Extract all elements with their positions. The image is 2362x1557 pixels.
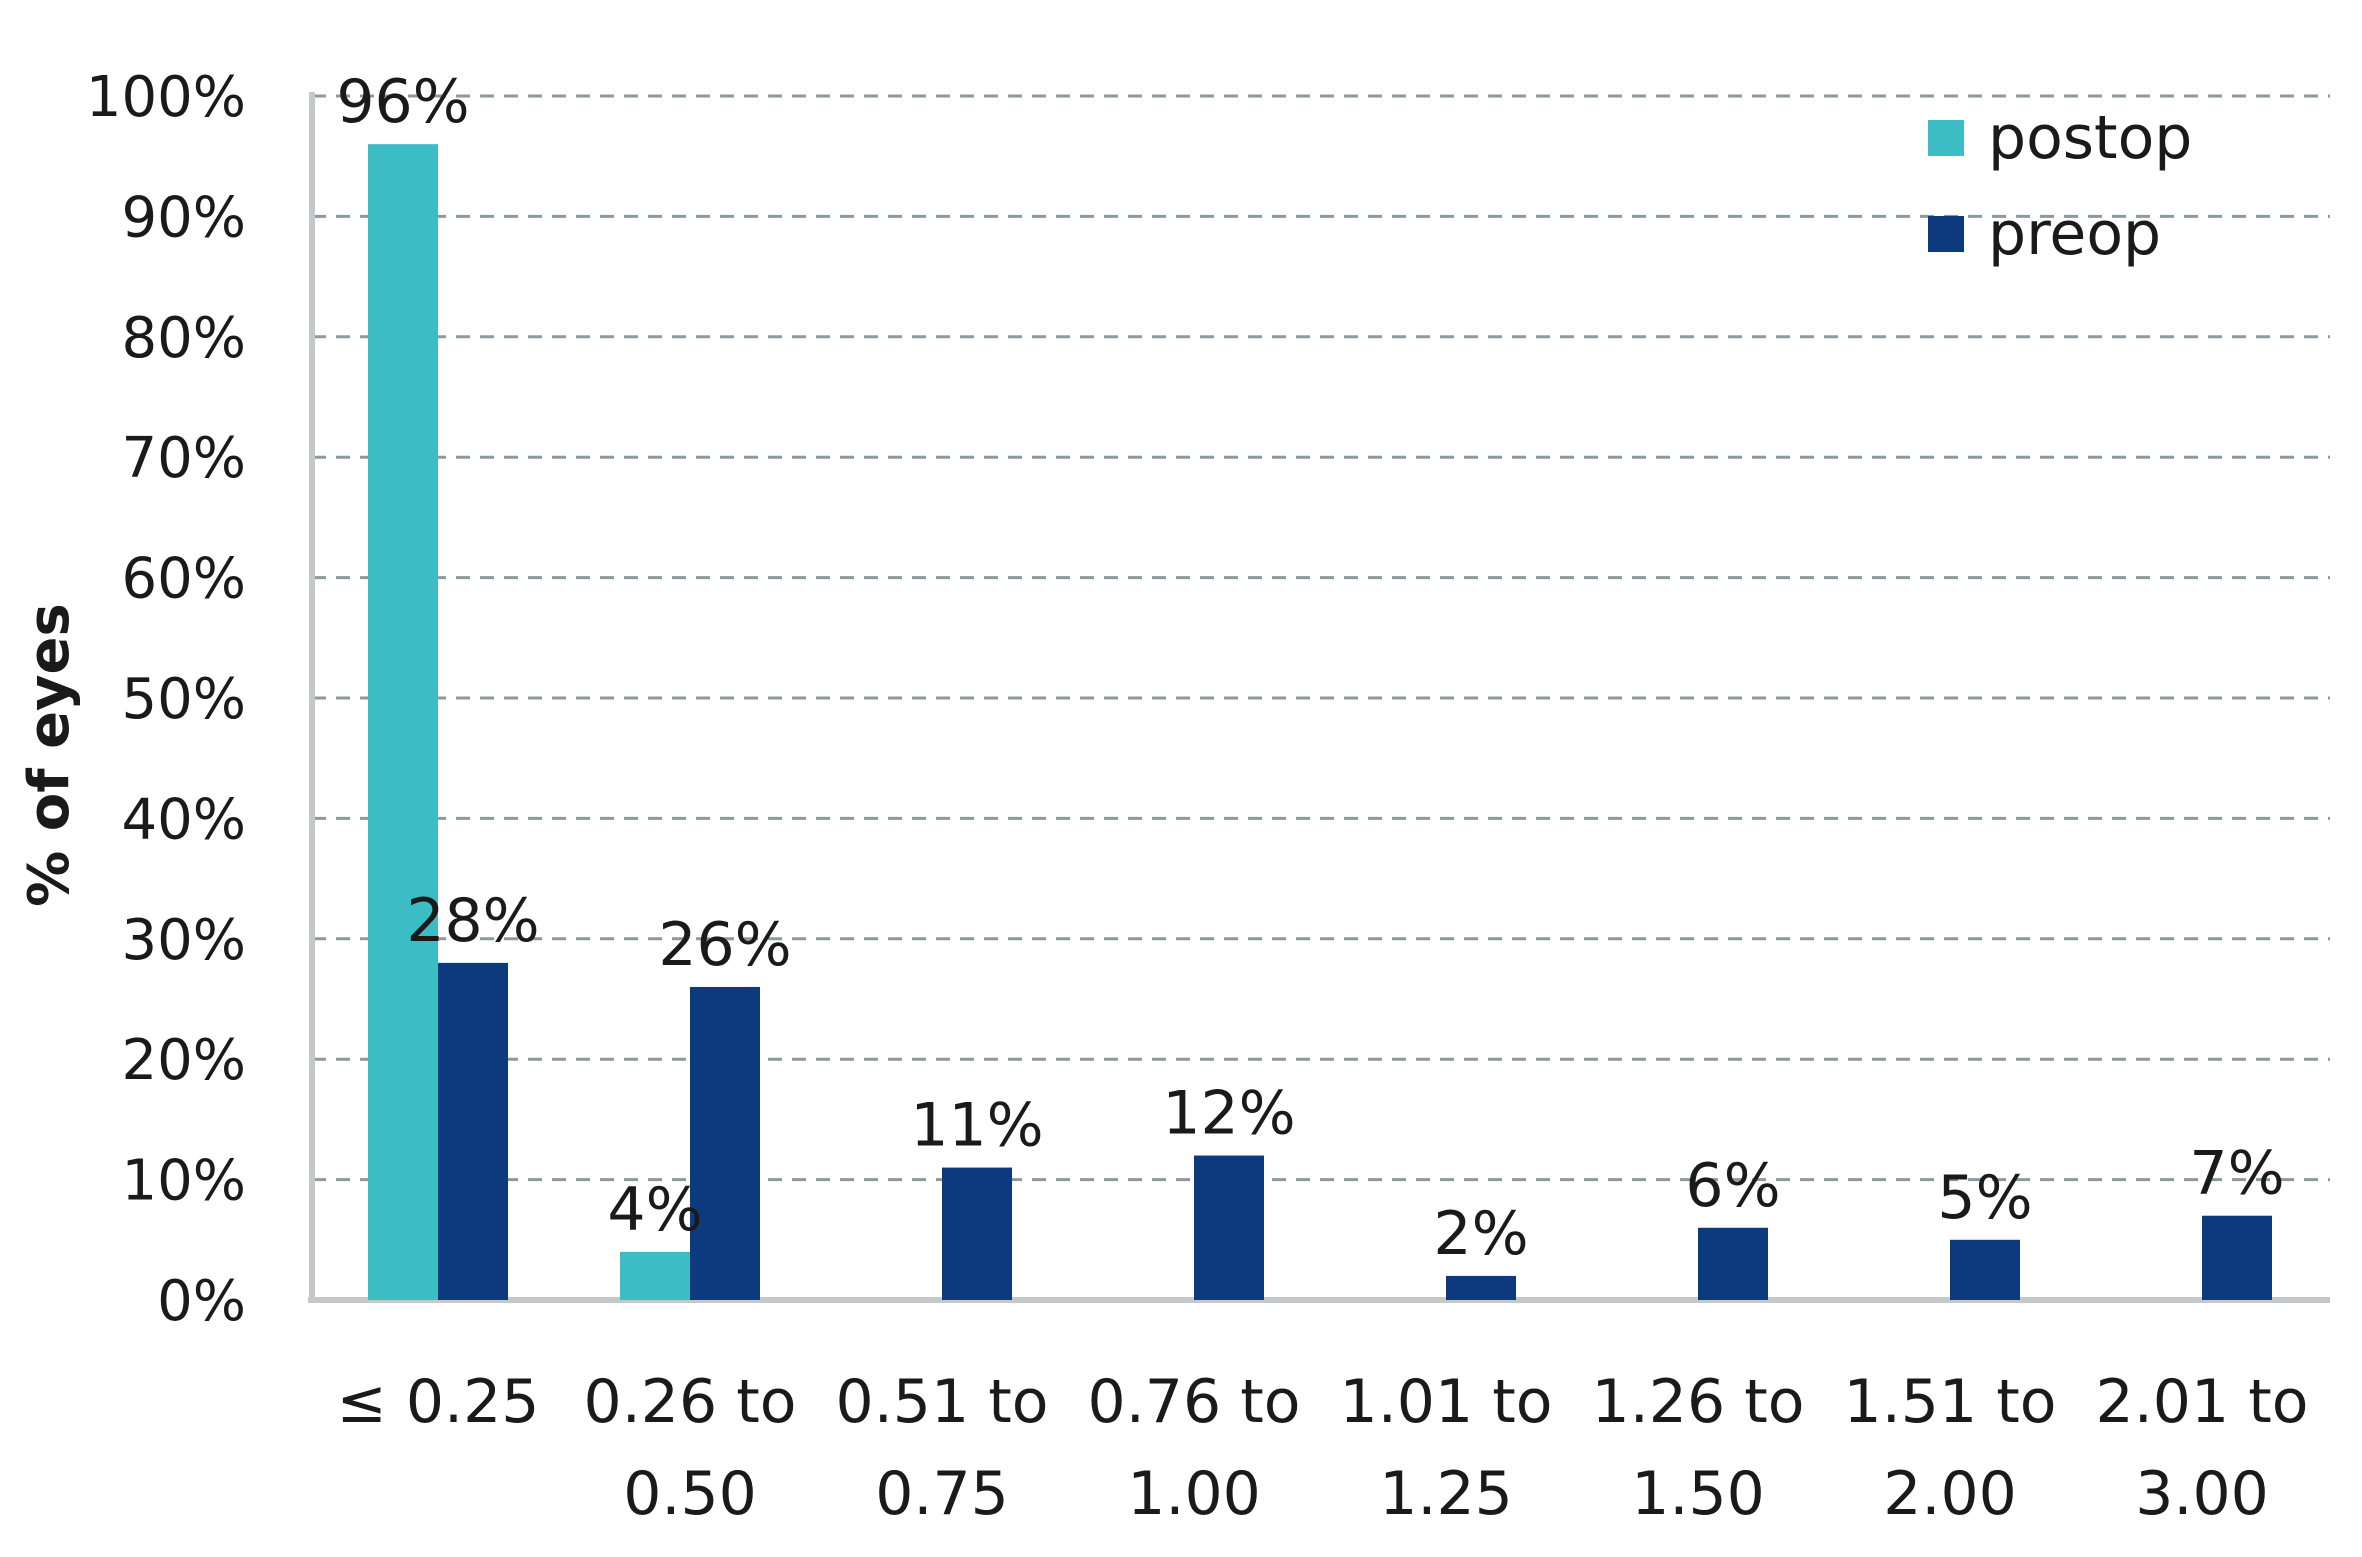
x-tick-label: 1.25 <box>1379 1459 1513 1529</box>
gridlines <box>312 94 2330 1182</box>
bar-preop <box>438 962 508 1300</box>
x-tick-label: 3.00 <box>2135 1459 2269 1529</box>
data-label-preop: 12% <box>1162 1079 1295 1149</box>
bars <box>368 144 2272 1300</box>
legend: postop preop <box>1928 103 2192 269</box>
x-tick-label: 2.01 to <box>2096 1367 2309 1437</box>
y-tick-label: 20% <box>122 1028 246 1093</box>
y-tick-label: 70% <box>122 426 246 491</box>
y-axis-title: % of eyes <box>17 603 82 907</box>
data-label-preop: 11% <box>910 1091 1043 1161</box>
y-tick-label: 60% <box>122 547 246 612</box>
data-label-preop: 2% <box>1433 1199 1528 1269</box>
x-tick-label: 2.00 <box>1883 1459 2017 1529</box>
bar-postop <box>620 1251 690 1300</box>
bar-preop <box>1446 1275 1516 1300</box>
legend-label-preop: preop <box>1988 199 2161 269</box>
data-label-preop: 5% <box>1937 1163 2032 1233</box>
x-tick-label: 1.00 <box>1127 1459 1261 1529</box>
x-tick-label: 1.01 to <box>1340 1367 1553 1437</box>
x-tick-label: 0.75 <box>875 1459 1009 1529</box>
x-tick-label: 1.51 to <box>1844 1367 2057 1437</box>
x-tick-label: 1.50 <box>1631 1459 1765 1529</box>
data-label-preop: 26% <box>658 910 791 980</box>
y-tick-label: 80% <box>122 306 246 371</box>
y-tick-label: 40% <box>122 787 246 852</box>
bar-preop <box>1950 1239 2020 1300</box>
bar-preop <box>690 986 760 1300</box>
data-label-postop: 96% <box>336 67 469 137</box>
y-tick-label: 10% <box>122 1149 246 1214</box>
bar-preop <box>2202 1215 2272 1300</box>
y-tick-label: 0% <box>157 1269 246 1334</box>
data-label-preop: 6% <box>1685 1151 1780 1221</box>
data-label-preop: 28% <box>406 886 539 956</box>
data-label-preop: 7% <box>2189 1139 2284 1209</box>
bar-postop <box>368 144 438 1300</box>
y-tick-label: 50% <box>122 667 246 732</box>
y-tick-label: 90% <box>122 185 246 250</box>
bar-preop <box>942 1167 1012 1300</box>
x-tick-label: 0.50 <box>623 1459 757 1529</box>
legend-label-postop: postop <box>1988 103 2192 173</box>
x-tick-label: 1.26 to <box>1592 1367 1805 1437</box>
data-label-postop: 4% <box>607 1175 702 1245</box>
bar-preop <box>1194 1155 1264 1300</box>
y-tick-label: 30% <box>122 908 246 973</box>
x-tick-label: 0.51 to <box>836 1367 1049 1437</box>
x-tick-label: 0.26 to <box>584 1367 797 1437</box>
legend-swatch-postop <box>1928 120 1964 156</box>
bar-preop <box>1698 1227 1768 1300</box>
x-tick-label: ≤ 0.25 <box>337 1367 540 1437</box>
x-tick-label: 0.76 to <box>1088 1367 1301 1437</box>
y-tick-label: 100% <box>86 65 246 130</box>
data-labels: 96% 28% 4% 26% 11% 12% 2% 6% 5% 7% <box>336 67 2284 1269</box>
legend-swatch-preop <box>1928 216 1964 252</box>
